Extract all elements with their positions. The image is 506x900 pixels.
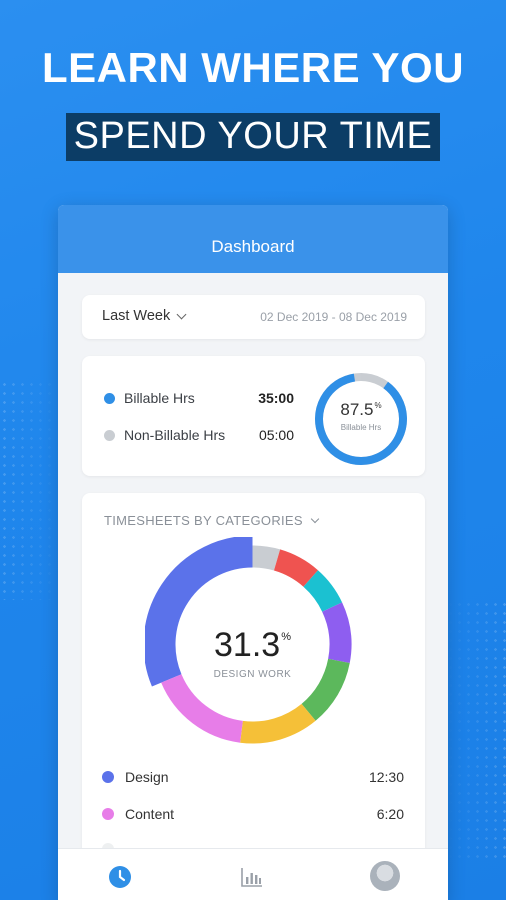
period-dropdown[interactable]: Last Week (102, 308, 187, 324)
legend-item-design[interactable]: Design 12:30 (102, 769, 404, 785)
nav-reports[interactable] (238, 863, 266, 891)
app-header: Dashboard (58, 205, 448, 273)
decorative-dots-right (446, 600, 506, 860)
legend-label: Content (125, 806, 175, 822)
hero-title: LEARN WHERE YOU (41, 44, 465, 91)
categories-title: TIMESHEETS BY CATEGORIES (104, 513, 303, 528)
avatar[interactable] (370, 861, 400, 891)
donut-segment-teal[interactable] (303, 570, 343, 613)
non-billable-label: Non-Billable Hrs (124, 427, 226, 443)
chevron-down-icon (310, 514, 320, 523)
billable-value: 35:00 (258, 390, 294, 406)
legend-label: Design (125, 769, 169, 785)
hours-summary-card: Billable Hrs 35:00 Non-Billable Hrs 05:0… (82, 356, 425, 476)
donut-label: DESIGN WORK (213, 669, 292, 680)
non-billable-value: 05:00 (258, 427, 294, 443)
hero-subtitle-wrap: SPEND YOUR TIME (0, 113, 506, 161)
clock-icon (109, 866, 131, 888)
non-billable-hours-row: Non-Billable Hrs 05:00 (104, 427, 294, 443)
donut-segment-design[interactable] (145, 537, 254, 687)
donut-segment-gray[interactable] (252, 545, 281, 571)
categories-card: TIMESHEETS BY CATEGORIES 31.3% DESIGN WO… (82, 493, 425, 900)
legend-dot (102, 771, 114, 783)
legend-dot (102, 808, 114, 820)
ring-billable-arc (315, 373, 407, 465)
donut-segment-purple[interactable] (322, 602, 352, 664)
donut-segment-green[interactable] (301, 658, 350, 721)
phone-screen: Dashboard Last Week 02 Dec 2019 - 08 Dec… (58, 205, 448, 900)
billable-ring-chart (315, 373, 407, 465)
donut-segment-content[interactable] (161, 673, 244, 743)
decorative-dots-left (0, 380, 60, 600)
donut-segment-red[interactable] (273, 549, 318, 588)
hero-subtitle: SPEND YOUR TIME (65, 113, 441, 161)
billable-dot (104, 392, 115, 404)
donut-percent: 31.3% (214, 626, 291, 664)
bottom-nav (58, 848, 448, 900)
period-card: Last Week 02 Dec 2019 - 08 Dec 2019 (82, 295, 425, 339)
legend-item-content[interactable]: Content 6:20 (102, 806, 404, 822)
billable-label: Billable Hrs (124, 390, 195, 406)
period-date-range: 02 Dec 2019 - 08 Dec 2019 (260, 310, 407, 324)
donut-segment-yellow[interactable] (240, 703, 316, 744)
billable-hours-row: Billable Hrs 35:00 (104, 390, 294, 406)
billable-percent: 87.5% (340, 400, 382, 419)
chevron-down-icon (176, 309, 187, 319)
non-billable-dot (104, 429, 115, 441)
categories-dropdown[interactable]: TIMESHEETS BY CATEGORIES (104, 513, 320, 528)
billable-ring-label: Billable Hrs (340, 423, 382, 432)
legend-value: 12:30 (368, 769, 404, 785)
nav-timesheets[interactable] (106, 863, 134, 891)
period-selected-label: Last Week (102, 308, 171, 324)
bar-chart-icon (241, 868, 262, 887)
categories-donut-chart[interactable] (145, 537, 360, 752)
legend-value: 6:20 (376, 806, 404, 822)
page-title: Dashboard (211, 237, 295, 256)
